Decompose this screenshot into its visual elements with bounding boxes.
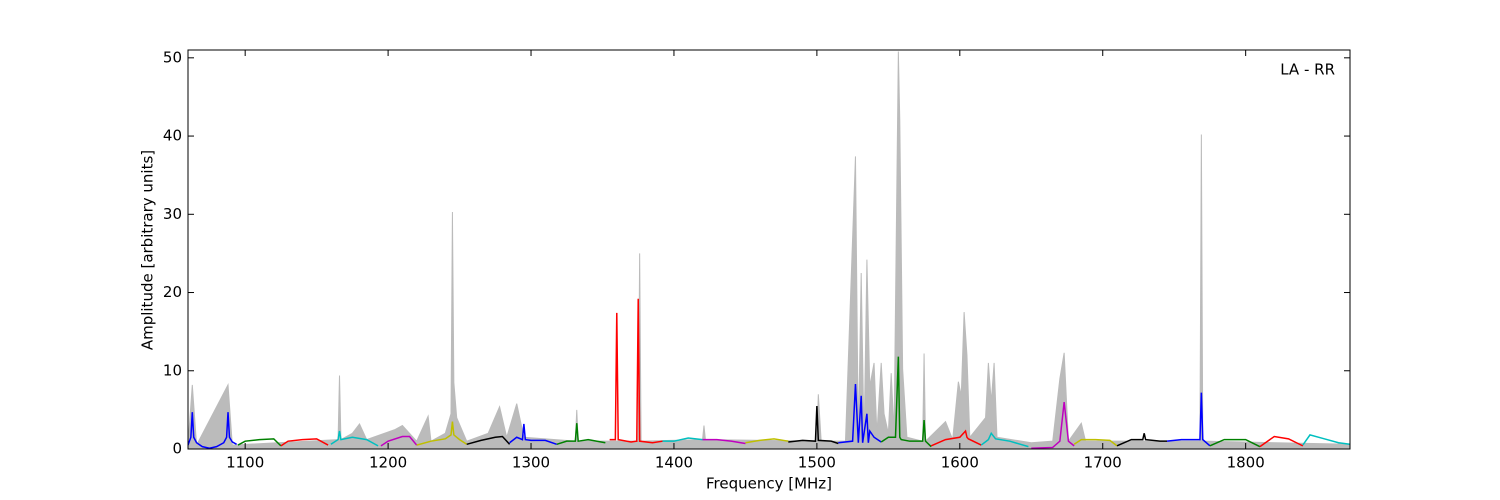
line xyxy=(745,438,789,444)
x-axis-label: Frequency [MHz] xyxy=(706,475,832,493)
line xyxy=(1116,433,1168,447)
line xyxy=(1031,401,1075,449)
line xyxy=(1259,435,1304,448)
line xyxy=(930,429,982,447)
y-tick-label: 0 xyxy=(172,440,182,458)
line xyxy=(702,438,746,445)
y-axis-label: Amplitude [arbitrary units] xyxy=(139,150,157,350)
line xyxy=(609,298,663,444)
line xyxy=(280,438,329,447)
x-tick-label: 1500 xyxy=(798,454,836,472)
plot-frame xyxy=(187,49,1351,450)
y-tick-label: 30 xyxy=(163,205,182,223)
y-tick-label: 50 xyxy=(163,48,182,66)
x-tick-label: 1200 xyxy=(369,454,407,472)
line xyxy=(330,430,379,447)
line xyxy=(1209,438,1261,448)
line xyxy=(1073,438,1118,447)
line xyxy=(980,431,1029,448)
line xyxy=(788,405,839,445)
line xyxy=(188,412,237,449)
line xyxy=(1302,434,1350,446)
line xyxy=(380,435,418,447)
x-tick-label: 1800 xyxy=(1227,454,1265,472)
line xyxy=(237,438,282,447)
line xyxy=(416,421,468,446)
x-tick-label: 1300 xyxy=(512,454,550,472)
line xyxy=(1166,392,1211,447)
line xyxy=(466,435,511,446)
line xyxy=(556,423,606,446)
line xyxy=(880,356,932,448)
y-tick-label: 10 xyxy=(163,361,182,379)
x-tick-label: 1700 xyxy=(1084,454,1122,472)
x-tick-label: 1100 xyxy=(226,454,264,472)
y-tick-label: 40 xyxy=(163,127,182,145)
area xyxy=(188,51,1350,449)
line xyxy=(509,423,557,446)
annotation: LA - RR xyxy=(1280,61,1335,79)
y-tick-label: 20 xyxy=(163,283,182,301)
line xyxy=(838,384,882,444)
line xyxy=(662,437,703,442)
x-tick-label: 1600 xyxy=(941,454,979,472)
x-tick-label: 1400 xyxy=(655,454,693,472)
